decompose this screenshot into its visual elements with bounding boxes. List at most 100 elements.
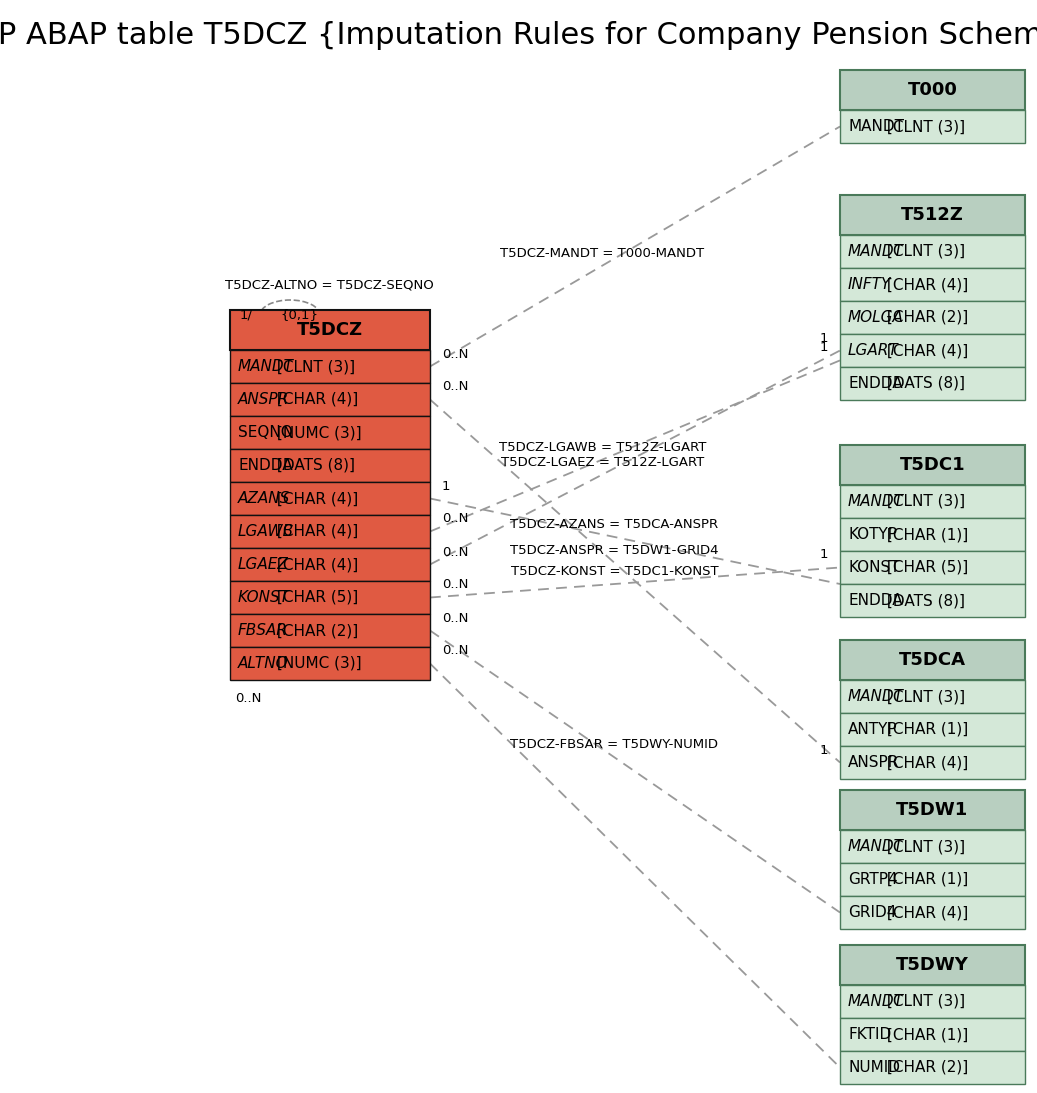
- Text: [CHAR (1)]: [CHAR (1)]: [882, 1027, 969, 1042]
- Text: ANSPR: ANSPR: [239, 392, 289, 407]
- Bar: [230, 383, 430, 416]
- Bar: [840, 445, 1025, 485]
- Bar: [840, 1018, 1025, 1051]
- Bar: [840, 640, 1025, 680]
- Text: [CHAR (4)]: [CHAR (4)]: [272, 491, 359, 506]
- Text: T5DCZ-KONST = T5DC1-KONST: T5DCZ-KONST = T5DC1-KONST: [510, 565, 719, 578]
- Text: KOTYP: KOTYP: [848, 527, 897, 542]
- Bar: [230, 581, 430, 614]
- Text: 1: 1: [819, 549, 828, 562]
- Text: AZANS: AZANS: [239, 491, 290, 506]
- Text: [CLNT (3)]: [CLNT (3)]: [882, 244, 965, 259]
- Text: ANTYP: ANTYP: [848, 722, 898, 737]
- Text: T5DCZ: T5DCZ: [297, 321, 363, 339]
- Bar: [840, 830, 1025, 863]
- Text: MANDT: MANDT: [848, 119, 904, 134]
- Text: T5DWY: T5DWY: [896, 956, 969, 974]
- Text: T5DW1: T5DW1: [896, 801, 969, 819]
- Text: SAP ABAP table T5DCZ {Imputation Rules for Company Pension Scheme}: SAP ABAP table T5DCZ {Imputation Rules f…: [0, 21, 1037, 49]
- Bar: [840, 896, 1025, 929]
- Bar: [230, 515, 430, 548]
- Text: [CLNT (3)]: [CLNT (3)]: [272, 359, 356, 374]
- Text: [CLNT (3)]: [CLNT (3)]: [882, 119, 965, 134]
- Text: ENDDA: ENDDA: [848, 593, 902, 608]
- Text: FBSAR: FBSAR: [239, 623, 288, 638]
- Text: [CHAR (4)]: [CHAR (4)]: [272, 557, 359, 572]
- Text: [CHAR (1)]: [CHAR (1)]: [882, 872, 969, 888]
- Text: [NUMC (3)]: [NUMC (3)]: [272, 425, 362, 440]
- Text: [CLNT (3)]: [CLNT (3)]: [882, 494, 965, 509]
- Text: [CHAR (2)]: [CHAR (2)]: [882, 310, 969, 325]
- Text: GRTP4: GRTP4: [848, 872, 898, 888]
- Bar: [230, 416, 430, 449]
- Text: T5DCZ-ANSPR = T5DW1-GRID4: T5DCZ-ANSPR = T5DW1-GRID4: [510, 544, 719, 556]
- Text: [CHAR (5)]: [CHAR (5)]: [882, 560, 969, 575]
- Text: ENDDA: ENDDA: [239, 458, 292, 473]
- Text: ENDDA: ENDDA: [848, 376, 902, 391]
- Text: ALTNO: ALTNO: [239, 656, 288, 671]
- Text: {0,1}: {0,1}: [280, 308, 318, 321]
- Text: GRID4: GRID4: [848, 905, 896, 920]
- Text: [CHAR (4)]: [CHAR (4)]: [882, 755, 969, 769]
- Text: KONST: KONST: [848, 560, 900, 575]
- Text: 0..N: 0..N: [235, 692, 261, 705]
- Bar: [230, 647, 430, 680]
- Text: 0..N: 0..N: [442, 611, 469, 624]
- Bar: [840, 367, 1025, 400]
- Text: [CHAR (2)]: [CHAR (2)]: [272, 623, 359, 638]
- Text: 1: 1: [819, 341, 828, 354]
- Text: [NUMC (3)]: [NUMC (3)]: [272, 656, 362, 671]
- Bar: [840, 680, 1025, 713]
- Text: T5DCZ-ALTNO = T5DCZ-SEQNO: T5DCZ-ALTNO = T5DCZ-SEQNO: [225, 279, 433, 292]
- Bar: [840, 334, 1025, 367]
- Text: [DATS (8)]: [DATS (8)]: [272, 458, 355, 473]
- Bar: [840, 235, 1025, 268]
- Bar: [230, 350, 430, 383]
- Bar: [230, 482, 430, 515]
- Text: MANDT: MANDT: [848, 994, 904, 1009]
- Text: NUMID: NUMID: [848, 1060, 900, 1076]
- Bar: [840, 584, 1025, 618]
- Text: T5DCA: T5DCA: [899, 651, 966, 669]
- Text: LGAWB: LGAWB: [239, 524, 295, 539]
- Text: 0..N: 0..N: [442, 348, 469, 361]
- Text: ANSPR: ANSPR: [848, 755, 899, 769]
- Bar: [840, 518, 1025, 551]
- Text: KONST: KONST: [239, 590, 290, 606]
- Text: [CHAR (2)]: [CHAR (2)]: [882, 1060, 969, 1076]
- Text: T5DCZ-MANDT = T000-MANDT: T5DCZ-MANDT = T000-MANDT: [500, 247, 704, 260]
- Bar: [840, 790, 1025, 830]
- Bar: [840, 945, 1025, 985]
- Bar: [230, 449, 430, 482]
- Text: T5DCZ-LGAWB = T512Z-LGART: T5DCZ-LGAWB = T512Z-LGART: [499, 440, 706, 454]
- Bar: [840, 985, 1025, 1018]
- Text: [CHAR (4)]: [CHAR (4)]: [882, 905, 969, 920]
- Text: MANDT: MANDT: [848, 244, 904, 259]
- Text: T512Z: T512Z: [901, 205, 963, 224]
- Text: 0..N: 0..N: [442, 578, 469, 591]
- Text: MOLGA: MOLGA: [848, 310, 904, 325]
- Text: MANDT: MANDT: [848, 839, 904, 854]
- Bar: [230, 548, 430, 581]
- Text: MANDT: MANDT: [848, 494, 904, 509]
- Text: T5DCZ-LGAEZ = T512Z-LGART: T5DCZ-LGAEZ = T512Z-LGART: [501, 456, 704, 469]
- Text: [CHAR (4)]: [CHAR (4)]: [882, 343, 969, 359]
- Text: T5DCZ-AZANS = T5DCA-ANSPR: T5DCZ-AZANS = T5DCA-ANSPR: [510, 518, 719, 531]
- Text: [CLNT (3)]: [CLNT (3)]: [882, 994, 965, 1009]
- Bar: [840, 485, 1025, 518]
- Text: FKTID: FKTID: [848, 1027, 891, 1042]
- Bar: [840, 1051, 1025, 1084]
- Text: T5DC1: T5DC1: [900, 456, 965, 474]
- Text: LGART: LGART: [848, 343, 899, 359]
- Text: [CLNT (3)]: [CLNT (3)]: [882, 689, 965, 704]
- Text: MANDT: MANDT: [848, 689, 904, 704]
- Bar: [840, 713, 1025, 747]
- Text: LGAEZ: LGAEZ: [239, 557, 289, 572]
- Text: [CHAR (4)]: [CHAR (4)]: [882, 277, 969, 292]
- Text: 1: 1: [819, 331, 828, 344]
- Text: 0..N: 0..N: [442, 513, 469, 526]
- Text: 1/: 1/: [240, 308, 253, 321]
- Text: T000: T000: [907, 81, 957, 99]
- Bar: [840, 863, 1025, 896]
- Text: 1: 1: [819, 743, 828, 756]
